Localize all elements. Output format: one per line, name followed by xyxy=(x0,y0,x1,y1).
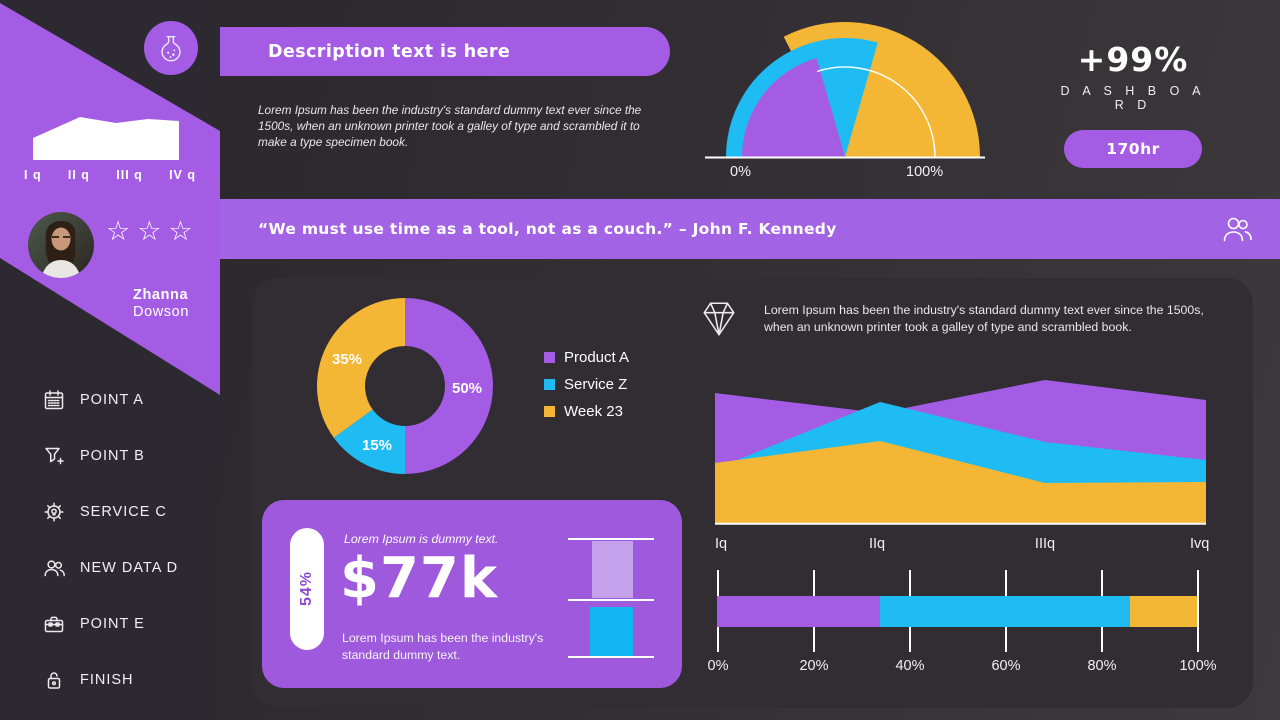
sidebar-mini-area-chart xyxy=(33,117,179,160)
legend-label: Week 23 xyxy=(564,403,623,420)
tick-label: 20% xyxy=(799,658,829,674)
flask-icon xyxy=(161,35,181,62)
quarter-label: I q xyxy=(24,168,42,182)
column-segment-lavender xyxy=(592,541,633,598)
gauge-max-label: 100% xyxy=(906,164,944,180)
donut-label-week-23: 35% xyxy=(332,351,363,368)
people-icon xyxy=(1223,217,1252,242)
sidebar-quarter-labels: I q II q III q IV q xyxy=(24,168,196,182)
x-label: IIIq xyxy=(1034,536,1056,552)
profile-last-name: Dowson xyxy=(133,304,189,320)
flask-button[interactable] xyxy=(144,21,198,75)
hours-button[interactable]: 170hr xyxy=(1064,130,1202,168)
axis-tick xyxy=(1197,570,1199,652)
sidebar-item-finish[interactable]: FINISH xyxy=(42,652,178,708)
sidebar-purple-shape xyxy=(0,3,220,395)
x-label: Ivq xyxy=(1190,536,1210,552)
donut-label-service-z: 15% xyxy=(362,437,393,454)
tick-label: 40% xyxy=(895,658,925,674)
chart-gridline xyxy=(568,599,654,601)
quarter-label: IV q xyxy=(169,168,196,182)
quote-text: “We must use time as a tool, not as a co… xyxy=(258,220,837,238)
legend-swatch-blue xyxy=(544,379,555,390)
progress-hbar-chart: 0% 20% 40% 60% 80% 100% xyxy=(708,570,1217,680)
area-chart-x-labels: Iq IIq IIIq Ivq xyxy=(252,536,1253,556)
sidebar-item-label: POINT A xyxy=(80,392,144,408)
donut-label-product-a: 50% xyxy=(452,380,483,397)
tick-label: 60% xyxy=(991,658,1021,674)
kpi-block: +99% D A S H B O A R D 170hr xyxy=(1058,40,1208,168)
quarter-label: II q xyxy=(67,168,90,182)
half-rose-gauge-chart xyxy=(705,21,985,159)
rating-stars: ☆☆☆ xyxy=(106,216,200,246)
legend-label: Product A xyxy=(564,349,630,366)
gauge-min-label: 0% xyxy=(730,164,751,180)
sidebar-item-service-c[interactable]: SERVICE C xyxy=(42,484,178,540)
gear-icon xyxy=(44,502,64,522)
panel-paragraph: Lorem Ipsum has been the industry's stan… xyxy=(764,303,1204,334)
sidebar: I q II q III q IV q ☆☆☆ Zhanna Dowson xyxy=(0,0,220,720)
x-label: Iq xyxy=(715,536,728,552)
sidebar-item-label: NEW DATA D xyxy=(80,560,179,576)
donut-legend: Product A Service Z Week 23 xyxy=(544,344,629,425)
calendar-icon xyxy=(44,390,64,410)
sidebar-menu: POINT A POINT B SERVICE C xyxy=(42,372,178,708)
kpi-label: D A S H B O A R D xyxy=(1060,84,1206,112)
legend-item-week-23: Week 23 xyxy=(544,398,629,425)
bar-segment-yellow xyxy=(1129,596,1197,627)
legend-swatch-yellow xyxy=(544,406,555,417)
sidebar-item-point-a[interactable]: POINT A xyxy=(42,372,178,428)
people-icon xyxy=(44,560,65,577)
avatar[interactable] xyxy=(28,212,94,278)
sidebar-item-point-b[interactable]: POINT B xyxy=(42,428,178,484)
chart-gridline xyxy=(568,656,654,658)
avatar-photo xyxy=(28,212,94,278)
quote-bar: “We must use time as a tool, not as a co… xyxy=(220,199,1280,259)
header-paragraph: Lorem Ipsum has been the industry's stan… xyxy=(258,103,642,149)
card-value: $77k xyxy=(340,546,499,611)
sidebar-item-new-data-d[interactable]: NEW DATA D xyxy=(42,540,178,596)
quarterly-area-chart xyxy=(715,380,1206,525)
sidebar-item-label: POINT B xyxy=(80,448,145,464)
profile-first-name: Zhanna xyxy=(133,287,189,303)
percent-badge-value: 54% xyxy=(298,571,315,607)
card-description: Lorem Ipsum has been the industry's stan… xyxy=(342,631,544,662)
legend-item-service-z: Service Z xyxy=(544,371,629,398)
card-caption: Lorem Ipsum is dummy text. xyxy=(344,532,499,546)
percent-badge: 54% xyxy=(290,528,324,650)
x-label: IIq xyxy=(868,536,886,552)
gauge-axis-labels: 0% 100% xyxy=(690,164,1000,184)
sidebar-item-label: SERVICE C xyxy=(80,504,167,520)
kpi-value: +99% xyxy=(1077,40,1189,79)
tick-label: 0% xyxy=(707,658,729,674)
sidebar-item-point-e[interactable]: POINT E xyxy=(42,596,178,652)
column-segment-blue xyxy=(590,607,633,656)
toolbox-icon xyxy=(44,616,64,633)
quarter-label: III q xyxy=(116,168,143,182)
chart-gridline xyxy=(568,538,654,540)
stacked-bar xyxy=(717,596,1197,627)
bar-segment-blue xyxy=(880,596,1130,627)
sidebar-item-label: FINISH xyxy=(80,672,134,688)
lock-icon xyxy=(47,672,61,689)
legend-label: Service Z xyxy=(564,376,628,393)
description-banner: Description text is here xyxy=(220,27,670,76)
legend-item-product-a: Product A xyxy=(544,344,629,371)
profile-name: Zhanna Dowson xyxy=(133,287,189,321)
funnel-icon xyxy=(45,447,64,465)
sidebar-item-label: POINT E xyxy=(80,616,145,632)
main-panel: 50% 15% 35% Product A Service Z Week 23 … xyxy=(252,278,1253,708)
description-title: Description text is here xyxy=(268,41,511,62)
legend-swatch-purple xyxy=(544,352,555,363)
donut-chart xyxy=(316,298,493,474)
tick-label: 100% xyxy=(1179,658,1217,674)
bar-segment-purple xyxy=(717,596,881,627)
tick-label: 80% xyxy=(1087,658,1117,674)
stat-card: 54% Lorem Ipsum is dummy text. $77k Lore… xyxy=(262,500,682,688)
card-mini-column-chart xyxy=(568,500,656,688)
diamond-icon xyxy=(703,302,735,336)
